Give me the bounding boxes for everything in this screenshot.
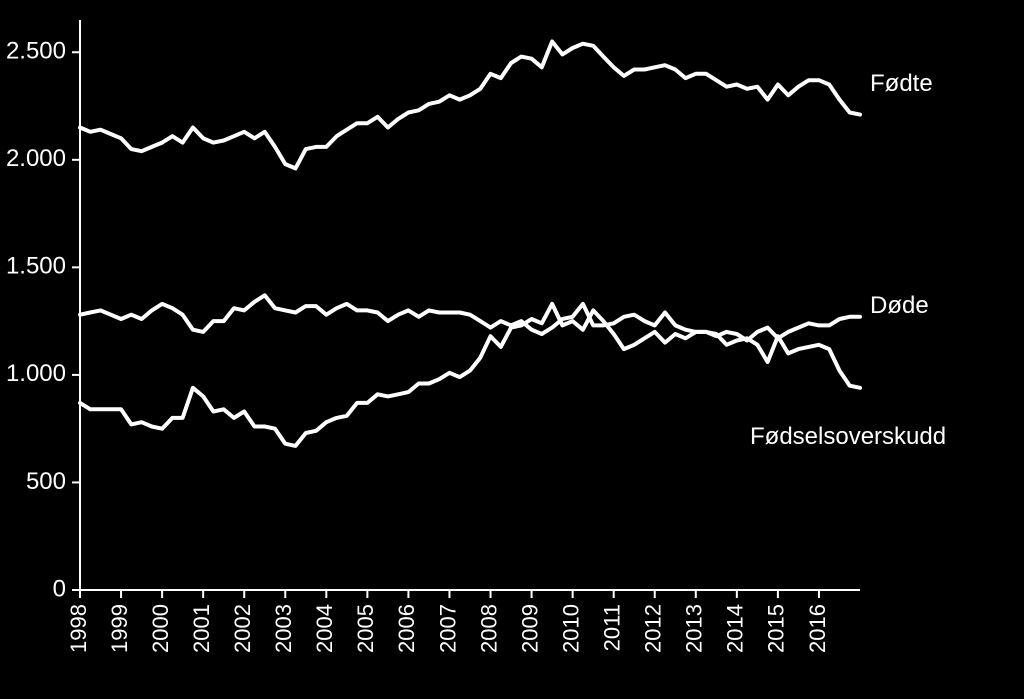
x-tick-label: 2016 [805, 604, 830, 653]
x-tick-label: 2013 [682, 604, 707, 653]
x-tick-label: 1999 [107, 604, 132, 653]
y-tick-label: 2.500 [6, 38, 66, 65]
series-label-fodselsoverskudd: Fødselsoverskudd [750, 423, 946, 450]
x-tick-label: 1998 [66, 604, 91, 653]
x-tick-label: 2008 [476, 604, 501, 653]
y-tick-label: 1.500 [6, 253, 66, 280]
x-tick-label: 2006 [394, 604, 419, 653]
x-tick-label: 2012 [641, 604, 666, 653]
x-tick-label: 2010 [558, 604, 583, 653]
x-tick-label: 2005 [353, 604, 378, 653]
x-tick-label: 2015 [764, 604, 789, 653]
x-tick-label: 2001 [189, 604, 214, 653]
y-tick-label: 1.000 [6, 360, 66, 387]
series-Dode [80, 295, 860, 340]
x-tick-label: 2011 [599, 604, 624, 651]
x-tick-label: 2009 [517, 604, 542, 653]
x-tick-label: 2000 [148, 604, 173, 653]
chart-container: 0 500 1.000 1.500 2.000 2.500 1998 1999 2000 2001… [0, 0, 1024, 699]
line-chart: 0 500 1.000 1.500 2.000 2.500 1998 1999 2000 2001… [0, 0, 1024, 699]
series-label-fodte: Fødte [870, 70, 933, 97]
series-Fodselsoverskudd [80, 304, 860, 446]
x-tick-label: 2002 [230, 604, 255, 653]
y-tick-label: 500 [26, 468, 66, 495]
x-tick-label: 2014 [723, 604, 748, 653]
series-label-dode: Døde [870, 292, 929, 319]
y-tick-label: 0 [53, 575, 66, 602]
series-Fodte [80, 42, 860, 169]
y-tick-label: 2.000 [6, 145, 66, 172]
x-tick-label: 2004 [312, 604, 337, 653]
x-tick-label: 2007 [435, 604, 460, 653]
x-tick-label: 2003 [271, 604, 296, 653]
